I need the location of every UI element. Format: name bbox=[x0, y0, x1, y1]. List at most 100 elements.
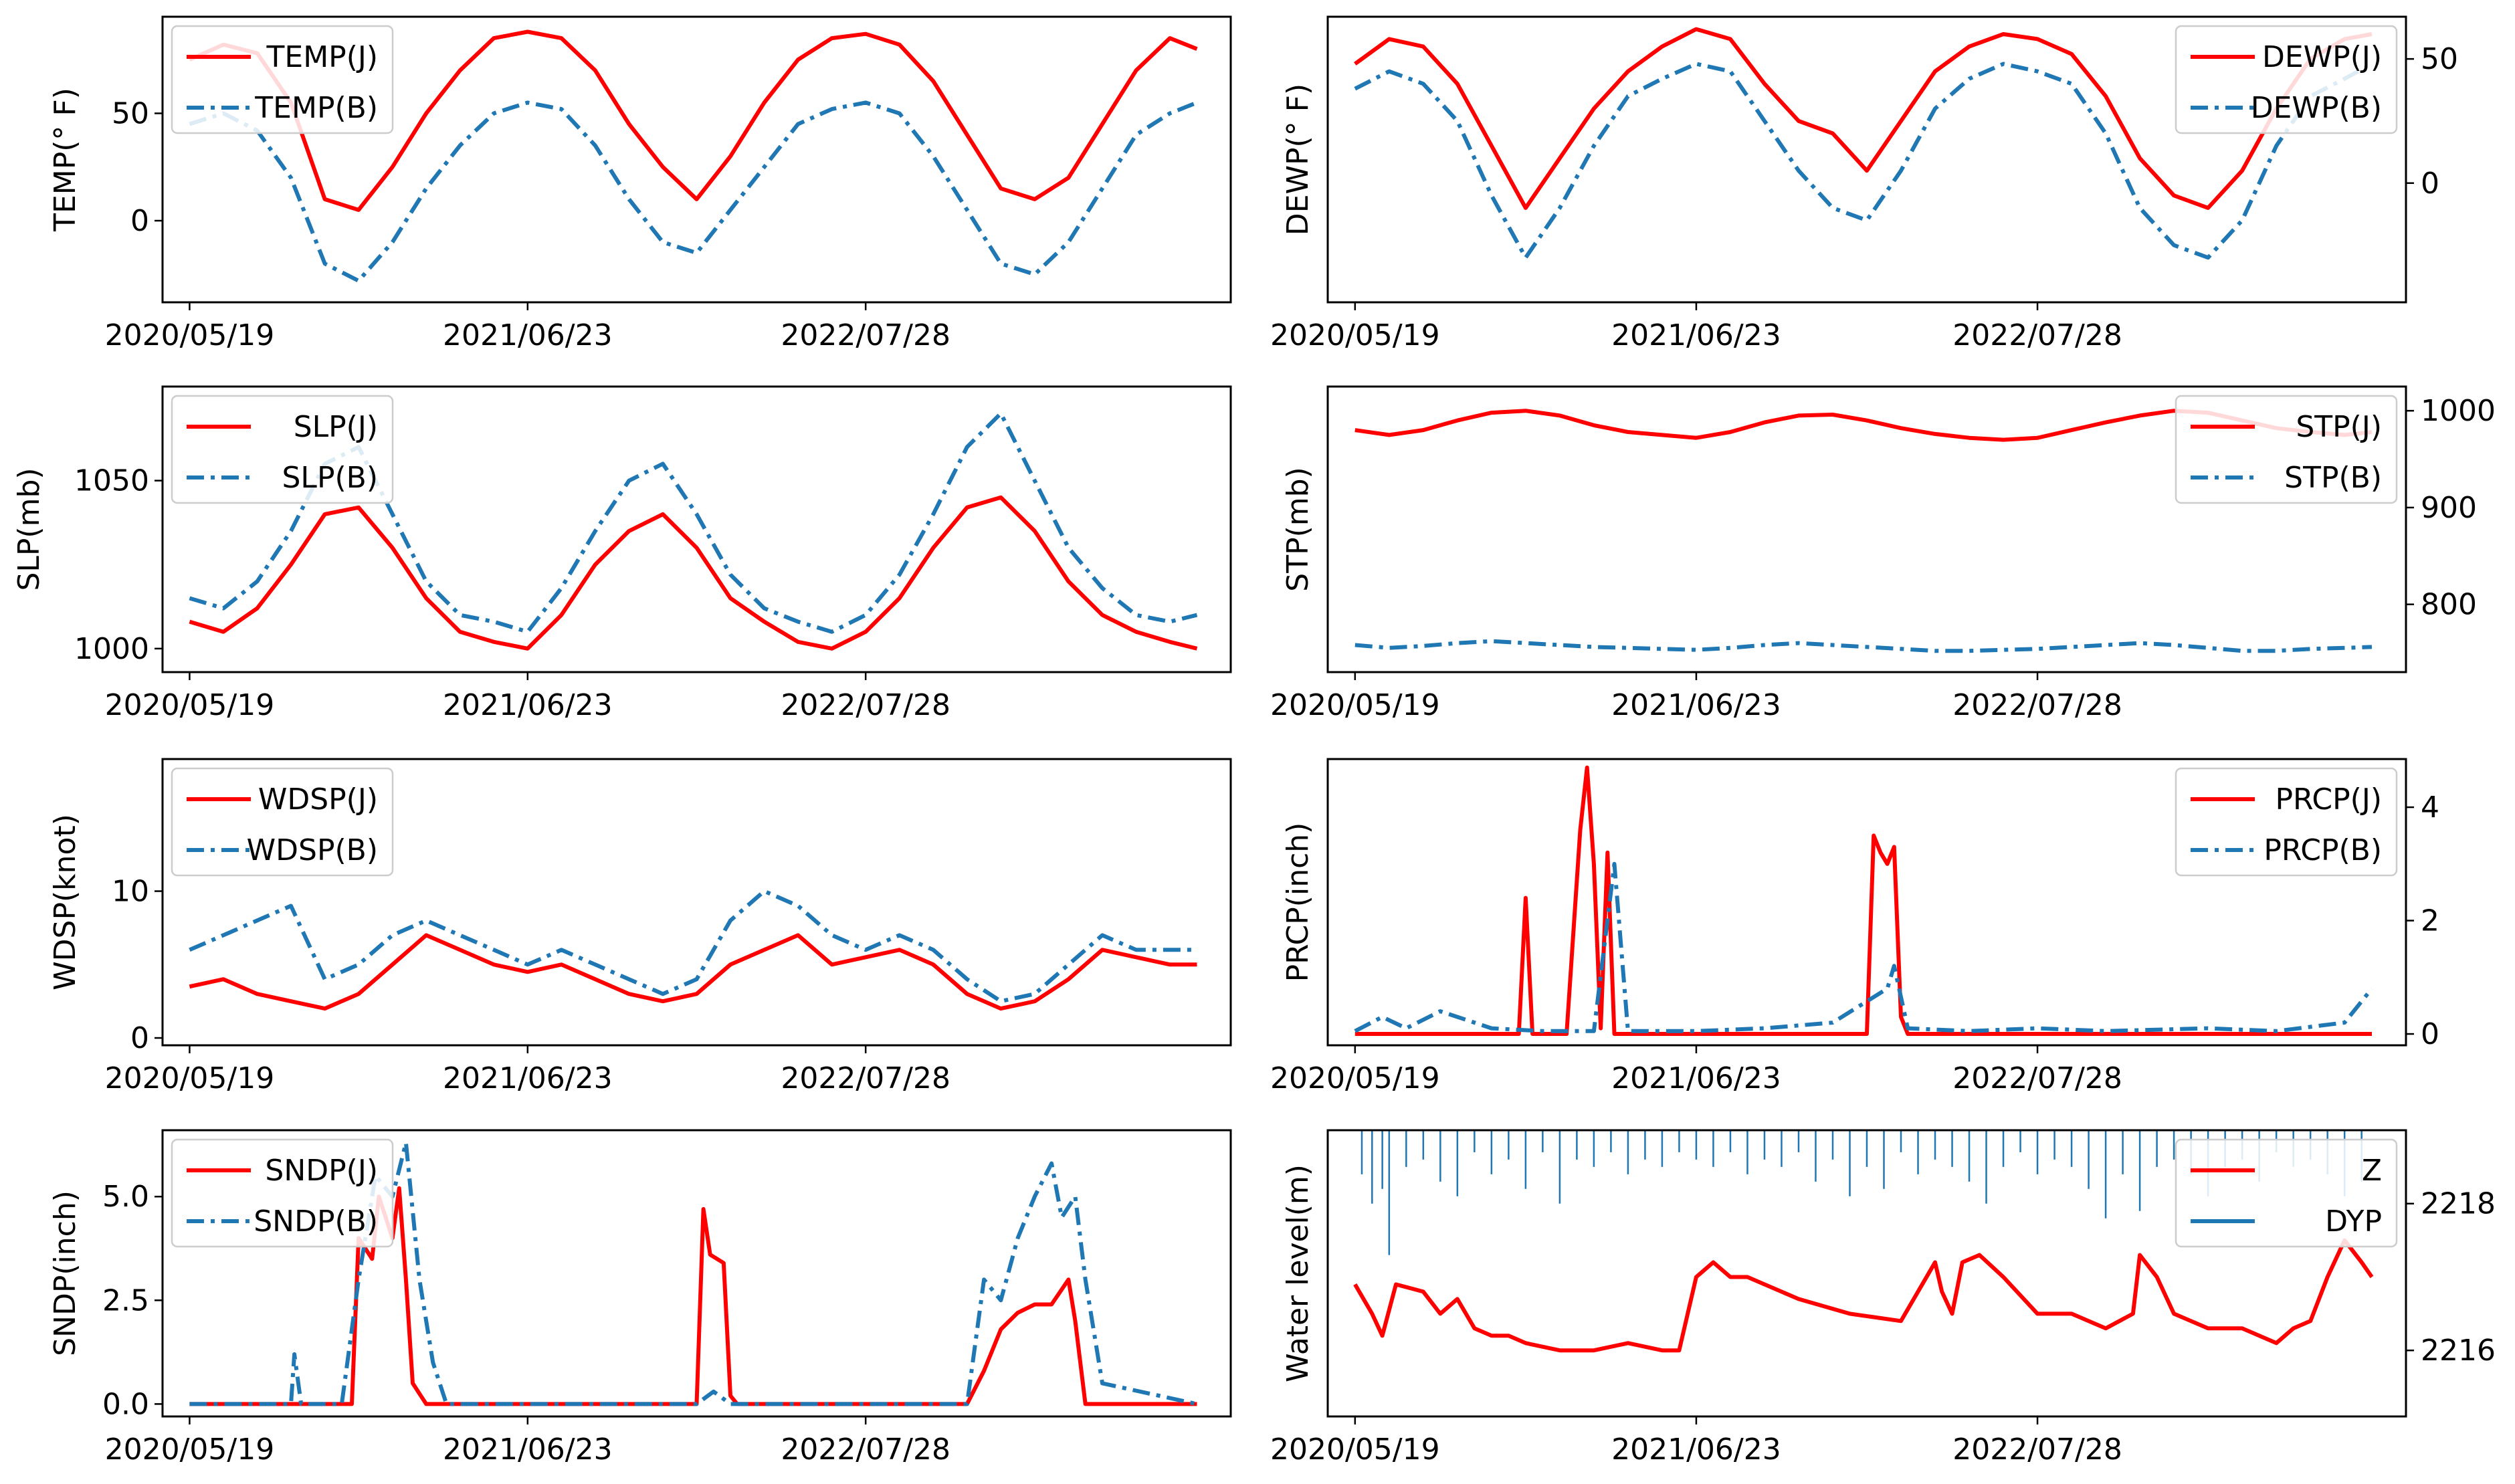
chart-water: 2020/05/19 2021/06/23 2022/07/28 2216 2218 Wa… bbox=[1270, 1129, 2496, 1467]
xtick-label-water-2: 2022/07/28 bbox=[1952, 1433, 2122, 1467]
ylabel-wdsp: WDSP(knot) bbox=[48, 814, 82, 990]
legend-label-SNDP(J): SNDP(J) bbox=[265, 1154, 378, 1188]
xtick-label-dewp-1: 2021/06/23 bbox=[1611, 318, 1781, 352]
ylabel-dewp: DEWP(° F) bbox=[1281, 84, 1315, 235]
xtick-label-dewp-2: 2022/07/28 bbox=[1952, 318, 2122, 352]
plot-area-temp bbox=[189, 29, 1198, 283]
legend-label-PRCP(J): PRCP(J) bbox=[2276, 782, 2382, 817]
legend-label-TEMP(B): TEMP(B) bbox=[254, 91, 378, 125]
xtick-label-sndp-0: 2020/05/19 bbox=[105, 1433, 275, 1467]
xtick-label-water-0: 2020/05/19 bbox=[1270, 1433, 1440, 1467]
chart-prcp: 2020/05/19 2021/06/23 2022/07/28 0 2 4 PRCP(in… bbox=[1270, 758, 2439, 1095]
legend-label-DEWP(B): DEWP(B) bbox=[2251, 91, 2382, 125]
xtick-label-stp-0: 2020/05/19 bbox=[1270, 688, 1440, 722]
xtick-label-temp-0: 2020/05/19 bbox=[105, 318, 275, 352]
xtick-label-prcp-1: 2021/06/23 bbox=[1611, 1061, 1781, 1095]
series-line-WDSP(B) bbox=[189, 889, 1197, 1004]
xtick-label-slp-0: 2020/05/19 bbox=[105, 688, 275, 722]
series-line-PRCP(B) bbox=[1354, 861, 2374, 1033]
legend-wdsp: WDSP(J) WDSP(B) bbox=[171, 767, 394, 877]
chart-dewp: 2020/05/19 2021/06/23 2022/07/28 0 50 DEWP(° … bbox=[1270, 15, 2458, 352]
legend-label-SLP(J): SLP(J) bbox=[294, 410, 378, 444]
ylabel-temp: TEMP(° F) bbox=[48, 88, 82, 232]
chart-stp: 2020/05/19 2021/06/23 2022/07/28 800 900 1000… bbox=[1270, 385, 2496, 722]
ytick-label-wdsp-0: 0 bbox=[130, 1021, 149, 1055]
ytick-label-dewp-0: 0 bbox=[2421, 167, 2439, 201]
series-line-Z bbox=[1353, 1238, 2374, 1353]
ytick-label-stp-1: 900 bbox=[2421, 491, 2477, 525]
legend-label-STP(B): STP(B) bbox=[2284, 461, 2382, 495]
chart-wdsp: 2020/05/19 2021/06/23 2022/07/28 0 10 WDSP(kn… bbox=[48, 758, 1232, 1095]
legend-stp: STP(J) STP(B) bbox=[2175, 395, 2398, 504]
ytick-label-water-1: 2218 bbox=[2421, 1187, 2496, 1221]
axes-frame-wdsp bbox=[161, 758, 1232, 1047]
legend-water: Z DYP bbox=[2175, 1138, 2398, 1248]
series-line-WDSP(J) bbox=[189, 933, 1197, 1011]
xtick-label-sndp-1: 2021/06/23 bbox=[443, 1433, 613, 1467]
ytick-label-slp-1: 1050 bbox=[74, 464, 149, 498]
xtick-label-slp-2: 2022/07/28 bbox=[781, 688, 950, 722]
ytick-label-sndp-1: 2.5 bbox=[102, 1283, 149, 1317]
ytick-label-prcp-2: 4 bbox=[2421, 790, 2439, 825]
axes-frame-water bbox=[1326, 1129, 2407, 1418]
xtick-label-wdsp-0: 2020/05/19 bbox=[105, 1061, 275, 1095]
series-line-STP(B) bbox=[1354, 639, 2373, 653]
axes-frame-stp bbox=[1326, 385, 2407, 673]
series-line-SLP(J) bbox=[189, 495, 1198, 651]
xtick-label-prcp-2: 2022/07/28 bbox=[1952, 1061, 2122, 1095]
axes-frame-sndp bbox=[161, 1129, 1232, 1418]
legend-label-STP(J): STP(J) bbox=[2296, 410, 2382, 444]
plot-area-dewp bbox=[1354, 27, 2373, 260]
ylabel-slp: SLP(mb) bbox=[12, 467, 46, 591]
series-line-TEMP(J) bbox=[189, 29, 1198, 212]
axes-frame-dewp bbox=[1326, 15, 2407, 304]
chart-sndp: 2020/05/19 2021/06/23 2022/07/28 0.0 2.5 5.0 S… bbox=[48, 1129, 1232, 1467]
ylabel-stp: STP(mb) bbox=[1281, 467, 1315, 591]
ytick-label-stp-2: 1000 bbox=[2421, 394, 2496, 428]
xtick-label-temp-1: 2021/06/23 bbox=[443, 318, 613, 352]
ytick-label-sndp-0: 0.0 bbox=[102, 1387, 149, 1421]
series-line-DEWP(B) bbox=[1354, 62, 2373, 260]
xtick-label-wdsp-1: 2021/06/23 bbox=[443, 1061, 613, 1095]
legend-slp: SLP(J) SLP(B) bbox=[171, 395, 394, 504]
legend-dewp: DEWP(J) DEWP(B) bbox=[2175, 25, 2398, 134]
series-line-PRCP(J) bbox=[1354, 765, 2372, 1036]
series-line-DEWP(J) bbox=[1354, 27, 2373, 210]
legend-label-DYP: DYP bbox=[2325, 1204, 2382, 1239]
ytick-label-water-0: 2216 bbox=[2421, 1334, 2496, 1368]
chart-slp: 2020/05/19 2021/06/23 2022/07/28 1000 1050 SL… bbox=[12, 385, 1232, 722]
ytick-label-sndp-2: 5.0 bbox=[102, 1180, 149, 1214]
ylabel-sndp: SNDP(inch) bbox=[48, 1190, 82, 1356]
legend-label-TEMP(J): TEMP(J) bbox=[266, 40, 378, 74]
legend-sndp: SNDP(J) SNDP(B) bbox=[171, 1138, 394, 1248]
plot-area-wdsp bbox=[189, 889, 1197, 1011]
ytick-label-stp-0: 800 bbox=[2421, 588, 2477, 622]
ytick-label-wdsp-1: 10 bbox=[112, 875, 149, 909]
legend-label-WDSP(J): WDSP(J) bbox=[258, 782, 378, 817]
ytick-label-temp-0: 0 bbox=[130, 204, 149, 238]
xtick-label-stp-2: 2022/07/28 bbox=[1952, 688, 2122, 722]
ytick-label-prcp-1: 2 bbox=[2421, 904, 2439, 938]
axes-frame-temp bbox=[161, 15, 1232, 304]
legend-label-Z: Z bbox=[2362, 1154, 2382, 1188]
ytick-label-prcp-0: 0 bbox=[2421, 1017, 2439, 1051]
axes-frame-slp bbox=[161, 385, 1232, 673]
axes-frame-prcp bbox=[1326, 758, 2407, 1047]
xtick-label-water-1: 2021/06/23 bbox=[1611, 1433, 1781, 1467]
ytick-label-dewp-1: 50 bbox=[2421, 42, 2458, 76]
legend-label-DEWP(J): DEWP(J) bbox=[2262, 40, 2382, 74]
legend-temp: TEMP(J) TEMP(B) bbox=[171, 25, 394, 134]
xtick-label-sndp-2: 2022/07/28 bbox=[781, 1433, 950, 1467]
ylabel-prcp: PRCP(inch) bbox=[1281, 823, 1315, 982]
xtick-label-temp-2: 2022/07/28 bbox=[781, 318, 950, 352]
legend-label-SLP(B): SLP(B) bbox=[282, 461, 379, 495]
ytick-label-slp-0: 1000 bbox=[74, 632, 149, 666]
legend-prcp: PRCP(J) PRCP(B) bbox=[2175, 767, 2398, 877]
chart-temp: 2020/05/19 2021/06/23 2022/07/28 0 50 TEMP(° … bbox=[48, 15, 1232, 352]
xtick-label-wdsp-2: 2022/07/28 bbox=[781, 1061, 950, 1095]
xtick-label-stp-1: 2021/06/23 bbox=[1611, 688, 1781, 722]
xtick-label-dewp-0: 2020/05/19 bbox=[1270, 318, 1440, 352]
legend-label-SNDP(B): SNDP(B) bbox=[254, 1204, 378, 1239]
xtick-label-slp-1: 2021/06/23 bbox=[443, 688, 613, 722]
